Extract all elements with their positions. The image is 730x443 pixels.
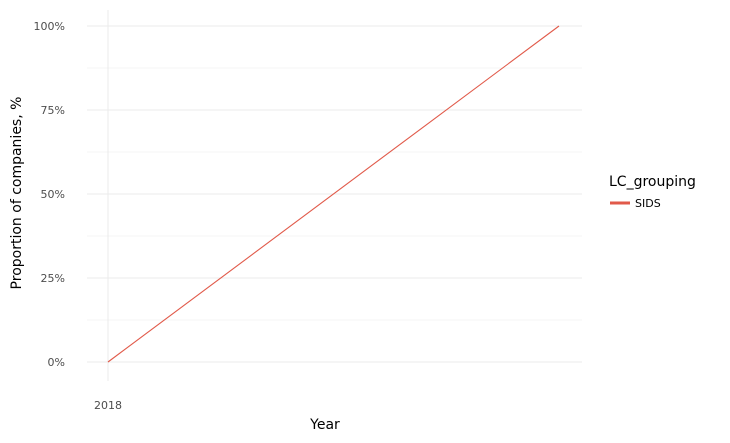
y-tick-label: 25% — [41, 272, 65, 285]
y-tick-label: 75% — [41, 104, 65, 117]
legend-label-sids: SIDS — [635, 197, 661, 210]
y-axis-title: Proportion of companies, % — [9, 97, 25, 290]
x-axis-title: Year — [309, 417, 340, 433]
y-tick-labels: 0% 25% 50% 75% 100% — [34, 20, 65, 369]
legend-title: LC_grouping — [609, 174, 696, 190]
x-tick-label: 2018 — [94, 399, 122, 412]
major-gridlines — [87, 26, 582, 362]
y-tick-label: 0% — [48, 356, 65, 369]
legend: LC_grouping SIDS — [609, 174, 696, 210]
y-tick-label: 50% — [41, 188, 65, 201]
y-tick-label: 100% — [34, 20, 65, 33]
